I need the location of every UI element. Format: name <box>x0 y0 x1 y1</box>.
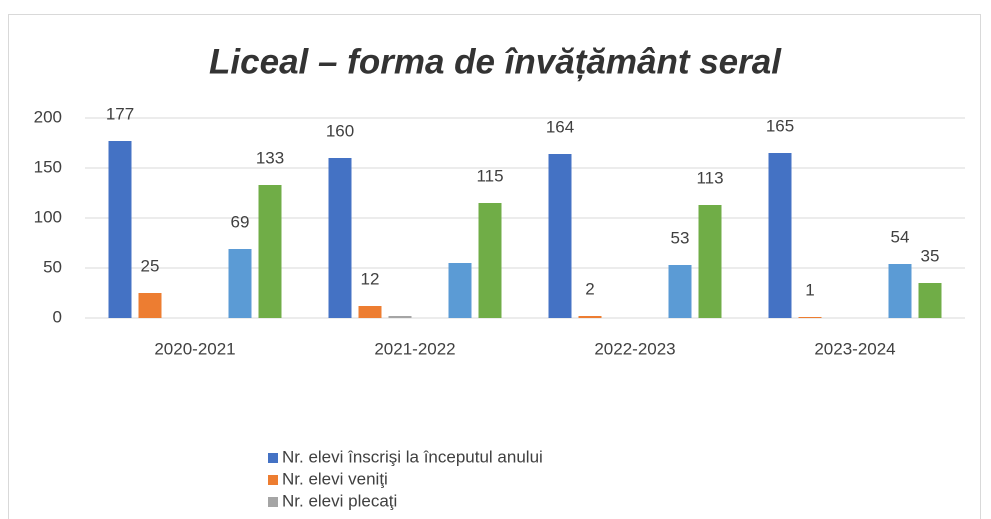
data-label: 35 <box>921 246 940 265</box>
x-tick-label: 2020-2021 <box>154 339 235 358</box>
bar <box>358 306 382 318</box>
data-label: 133 <box>256 148 284 167</box>
data-label: 164 <box>546 117 574 136</box>
data-label: 25 <box>141 256 160 275</box>
data-label: 160 <box>326 121 354 140</box>
legend-label: Nr. elevi plecaţi <box>282 491 397 510</box>
y-tick-label: 0 <box>53 307 62 326</box>
data-label: 2 <box>585 279 594 298</box>
bar <box>888 264 912 318</box>
bar <box>478 203 502 318</box>
legend-label: Nr. elevi înscrişi la începutul anului <box>282 447 543 466</box>
x-tick-label: 2023-2024 <box>814 339 895 358</box>
data-label: 113 <box>696 168 723 187</box>
legend-label: Nr. elevi veniţi <box>282 469 388 488</box>
bar <box>578 316 602 318</box>
bar <box>698 205 722 318</box>
x-tick-label: 2021-2022 <box>374 339 455 358</box>
data-label: 69 <box>231 212 250 231</box>
bar <box>798 317 822 318</box>
legend-swatch <box>268 453 278 463</box>
y-tick-label: 150 <box>34 157 62 176</box>
bar <box>548 154 572 318</box>
bar <box>918 283 942 318</box>
chart-title: Liceal – forma de învățământ seral <box>209 42 782 81</box>
data-label: 12 <box>361 269 380 288</box>
y-tick-label: 50 <box>43 257 62 276</box>
y-tick-label: 100 <box>34 207 62 226</box>
bar <box>138 293 162 318</box>
x-tick-label: 2022-2023 <box>594 339 675 358</box>
bar <box>228 249 252 318</box>
data-label: 165 <box>766 116 794 135</box>
data-label: 53 <box>671 228 690 247</box>
legend-swatch <box>268 475 278 485</box>
bar <box>388 316 412 318</box>
chart-border <box>8 14 981 519</box>
bar <box>258 185 282 318</box>
bar <box>448 263 472 318</box>
data-label: 115 <box>476 166 503 185</box>
bar <box>328 158 352 318</box>
bar <box>108 141 132 318</box>
legend-swatch <box>268 497 278 507</box>
data-label: 177 <box>106 104 134 123</box>
data-label: 54 <box>891 227 910 246</box>
bar <box>668 265 692 318</box>
data-label: 1 <box>805 280 814 299</box>
y-tick-label: 200 <box>34 107 62 126</box>
bar <box>768 153 792 318</box>
